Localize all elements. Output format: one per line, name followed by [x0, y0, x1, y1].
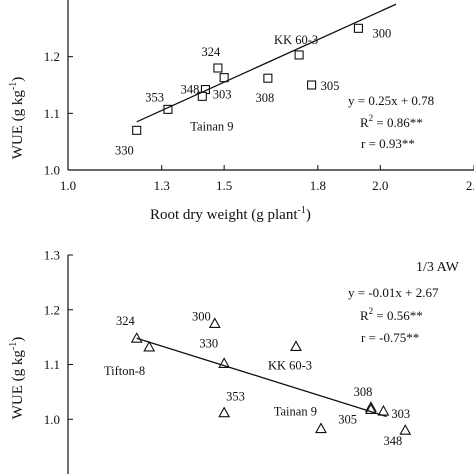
point-label: Tainan 9: [274, 405, 317, 419]
point-label: 300: [372, 26, 391, 40]
bottom-y-tick-label: 1.0: [44, 412, 60, 427]
point-label: 303: [213, 88, 232, 102]
top-y-tick-label: 1.0: [44, 163, 60, 178]
triangle-marker: [399, 424, 412, 435]
top-x-tick-label: 2.0: [372, 178, 388, 193]
square-marker: [132, 125, 142, 135]
point-label: 305: [321, 79, 340, 93]
top-regression-line: [136, 3, 397, 123]
bottom-ticks: 1.0 1.1 1.2 1.3: [44, 248, 73, 427]
top-x-tick-label: 1.5: [216, 178, 232, 193]
top-x-axis-title: Root dry weight (g plant-1): [150, 205, 311, 223]
bottom-point-labels: 324 Tifton-8 300 330 353 KK 60-3 Tainan 9 308 30…: [104, 309, 410, 448]
top-x-tick-label: 1.3: [154, 178, 170, 193]
triangle-marker: [218, 406, 231, 418]
point-label: 353: [226, 390, 245, 404]
top-equation: y = 0.25x + 0.78: [348, 93, 434, 108]
bottom-equation: y = -0.01x + 2.67: [348, 285, 439, 300]
triangle-marker: [377, 404, 390, 416]
top-axes: [67, 0, 474, 171]
triangle-marker: [143, 340, 156, 352]
panel-top: 1.0 1.1 1.2 1.0 1.3 1.5 1.8 2.0 2.3 330 353 348 Tai…: [8, 0, 474, 223]
bottom-panel-tag: 1/3 AW: [416, 260, 460, 275]
point-label: 353: [145, 90, 164, 104]
triangle-marker: [290, 340, 302, 351]
point-label: 348: [384, 434, 403, 448]
top-point-labels: 330 353 348 Tainan 9 324 303 308 KK 60-3 305 300: [115, 26, 391, 157]
triangle-marker: [130, 332, 143, 343]
bottom-y-tick-label: 1.3: [44, 248, 60, 263]
triangle-marker: [315, 422, 327, 434]
top-y-tick-label: 1.1: [44, 106, 60, 121]
point-label: 308: [256, 91, 275, 105]
square-marker: [307, 80, 317, 90]
top-x-tick-label: 1.0: [60, 178, 76, 193]
point-label: KK 60-3: [274, 33, 318, 47]
point-label: 330: [115, 143, 134, 157]
bottom-points: [130, 317, 412, 435]
bottom-y-tick-label: 1.1: [44, 357, 60, 372]
point-label: Tifton-8: [104, 364, 145, 378]
top-ticks: 1.0 1.1 1.2 1.0 1.3 1.5 1.8 2.0 2.3: [44, 49, 474, 193]
point-label: 324: [116, 314, 136, 328]
top-x-tick-label: 2.3: [466, 178, 474, 193]
top-r2: R2 = 0.86**: [360, 113, 423, 130]
square-marker: [294, 50, 304, 60]
panel-bottom: 1.0 1.1 1.2 1.3 324 Tifton-8 300 330 353 KK 60-3…: [8, 248, 460, 474]
top-y-axis-title: WUE (g kg-1): [8, 77, 26, 160]
point-label: 303: [391, 407, 410, 421]
bottom-y-tick-label: 1.2: [44, 302, 60, 317]
point-label: Tainan 9: [190, 119, 233, 133]
point-label: 300: [192, 309, 211, 323]
square-marker: [263, 73, 273, 83]
top-y-tick-label: 1.2: [44, 49, 60, 64]
square-marker: [213, 63, 223, 73]
bottom-r2: R2 = 0.56**: [360, 306, 423, 323]
triangle-marker: [208, 317, 221, 328]
point-label: 308: [354, 385, 373, 399]
point-label: 330: [199, 336, 218, 350]
top-points: [132, 23, 363, 135]
bottom-regression-line: [136, 337, 387, 418]
top-r: r = 0.93**: [361, 136, 415, 151]
point-label: 305: [338, 412, 357, 426]
point-label: 348: [181, 83, 200, 97]
point-label: 324: [202, 45, 222, 59]
bottom-y-axis-title: WUE (g kg-1): [8, 337, 26, 420]
bottom-r: r = -0.75**: [361, 330, 419, 345]
point-label: KK 60-3: [268, 358, 312, 372]
square-marker: [353, 23, 363, 33]
top-x-tick-label: 1.8: [310, 178, 326, 193]
